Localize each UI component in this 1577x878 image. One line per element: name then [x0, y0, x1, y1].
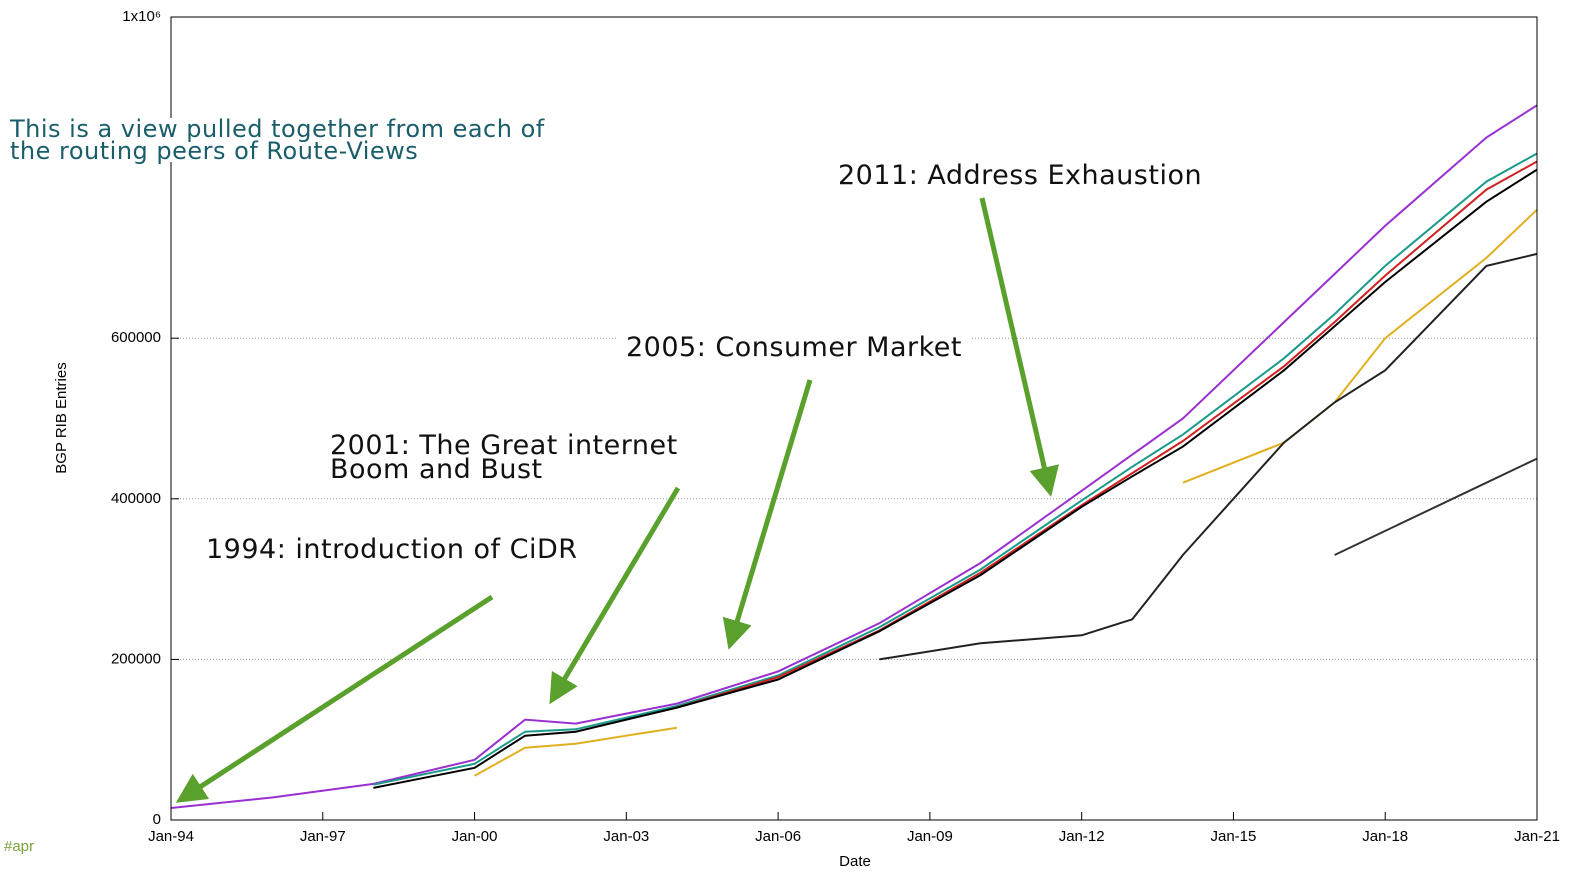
x-tick-label: Jan-18	[1362, 828, 1408, 845]
arrows	[175, 197, 1059, 803]
y-tick-label: 600000	[111, 329, 161, 346]
x-tick-label: Jan-94	[148, 828, 194, 845]
series-line	[474, 208, 1538, 777]
y-tick-label: 400000	[111, 490, 161, 507]
x-tick-label: Jan-21	[1514, 828, 1560, 845]
annotation: 2011: Address Exhaustion	[830, 162, 1211, 190]
x-tick-label: Jan-00	[452, 828, 498, 845]
plot-frame	[170, 16, 1538, 821]
arrow	[175, 594, 494, 803]
series-line	[373, 152, 1538, 786]
series-line	[373, 168, 1538, 789]
arrow	[722, 379, 813, 650]
arrow	[979, 197, 1059, 497]
annotation: This is a view pulled together from each…	[4, 117, 576, 163]
series-line	[676, 160, 1538, 709]
x-tick-label: Jan-03	[603, 828, 649, 845]
x-tick-label: Jan-97	[300, 828, 346, 845]
series-line	[170, 104, 1538, 809]
x-tick-label: Jan-06	[755, 828, 801, 845]
lines	[170, 104, 1538, 809]
arrow	[549, 486, 681, 705]
y-axis-label: BGP RIB Entries	[53, 362, 70, 473]
annotation: 2001: The Great internet Boom and Bust	[322, 432, 738, 484]
series-line	[879, 252, 1538, 661]
y-tick-label: 200000	[111, 650, 161, 667]
annotation: 2005: Consumer Market	[618, 334, 970, 362]
x-tick-label: Jan-09	[907, 828, 953, 845]
y-tick-label: 1x10⁶	[122, 8, 161, 25]
footer-tag: #apr	[4, 838, 35, 855]
x-axis-label: Date	[839, 853, 871, 870]
annotation: 1994: introduction of CiDR	[198, 536, 586, 564]
y-tick-label: 0	[153, 811, 161, 828]
x-tick-label: Jan-15	[1211, 828, 1257, 845]
series-line	[1334, 457, 1538, 556]
x-tick-label: Jan-12	[1059, 828, 1105, 845]
